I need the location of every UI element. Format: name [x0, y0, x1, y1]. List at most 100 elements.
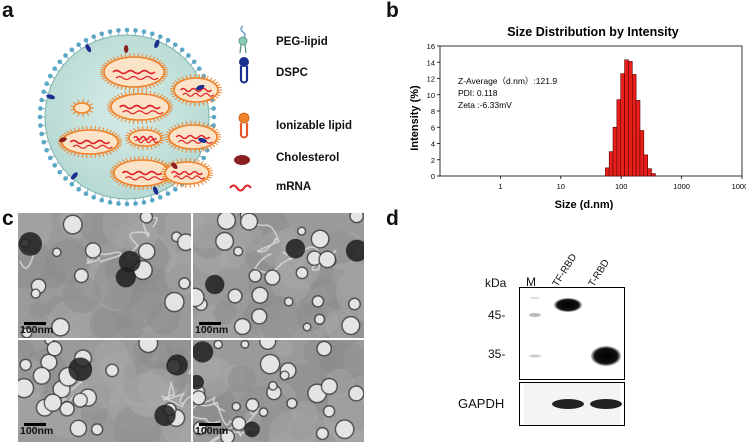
nanoparticle — [72, 392, 88, 408]
size-bar — [617, 100, 621, 176]
shell-lipid-head — [133, 201, 138, 206]
nanoparticle — [264, 269, 280, 285]
shell-lipid-head — [38, 106, 43, 111]
x-tick-label: 10 — [557, 182, 565, 191]
nanoparticle — [240, 212, 258, 230]
nanoparticle — [46, 341, 62, 357]
shell-lipid-head — [180, 47, 185, 52]
nanoparticle — [164, 292, 185, 313]
shell-lipid-head — [41, 140, 46, 145]
nanoparticle — [312, 295, 325, 308]
chart-annotation: Zeta :-6.33mV — [458, 100, 512, 110]
size-bar — [632, 74, 636, 176]
shell-lipid-head — [201, 156, 206, 161]
shell-lipid-head — [52, 163, 57, 168]
mrna-lipid-complex — [100, 53, 168, 91]
nanoparticle — [251, 287, 268, 304]
nanoparticle — [63, 214, 83, 234]
nanoparticle — [251, 308, 268, 325]
shell-lipid-head — [48, 74, 53, 79]
shell-lipid-head — [173, 42, 178, 47]
size-bar — [621, 74, 625, 176]
marker-band-low — [530, 297, 540, 299]
nanoparticle — [70, 419, 88, 437]
shell-lipid-head — [197, 66, 202, 71]
chart-ticks: 0246810121416110100100010000 — [427, 42, 746, 191]
nanoparticle — [318, 250, 336, 268]
panel-letter-d: d — [386, 208, 399, 229]
mrna-lipid-complex — [161, 158, 213, 188]
shell-lipid-head — [116, 201, 121, 206]
shell-lipid-head — [63, 176, 68, 181]
nanoparticle — [213, 340, 223, 350]
y-tick-label: 0 — [431, 172, 435, 181]
plot-frame — [440, 46, 742, 176]
chart-axes — [440, 46, 742, 176]
shell-lipid-head — [38, 123, 43, 128]
nanoparticle — [316, 427, 329, 440]
shell-lipid-head — [84, 191, 89, 196]
nanoparticle — [52, 247, 62, 257]
shell-lipid-head — [142, 200, 147, 205]
y-tick-label: 2 — [431, 156, 435, 165]
shell-lipid-head — [39, 98, 44, 103]
nanoparticle — [302, 322, 311, 331]
marker-label-35: 35- — [488, 347, 505, 361]
nanoparticle — [348, 385, 364, 401]
shell-lipid-head — [57, 170, 62, 175]
shell-lipid-head — [108, 200, 113, 205]
scale-label-3: 100nm — [20, 425, 53, 437]
nanoparticle — [286, 398, 297, 409]
nanoparticle — [311, 230, 330, 249]
x-tick-label: 10000 — [732, 182, 746, 191]
y-tick-label: 6 — [431, 123, 435, 132]
chart-bars — [605, 60, 655, 176]
chart-title: Size Distribution by Intensity — [507, 25, 679, 39]
shell-lipid-head — [76, 42, 81, 47]
lane-label-t-rbd: T-RBD — [587, 258, 612, 289]
y-tick-label: 14 — [427, 58, 435, 67]
shell-lipid-head — [166, 38, 171, 43]
shell-lipid-head — [192, 60, 197, 65]
y-tick-label: 8 — [431, 107, 435, 116]
blot-main — [519, 287, 625, 380]
shell-lipid-head — [44, 81, 49, 86]
x-tick-label: 1000 — [673, 182, 690, 191]
panel-letter-a: a — [2, 0, 14, 21]
gapdh-band-t-rbd — [590, 399, 622, 409]
nanoparticle — [245, 398, 259, 412]
scale-label-4: 100nm — [195, 425, 228, 437]
size-bar — [628, 61, 632, 176]
nanoparticle — [30, 288, 40, 298]
legend-label-ionizable-lipid: Ionizable lipid — [276, 120, 352, 132]
legend-label-cholesterol: Cholesterol — [276, 152, 339, 164]
shell-lipid-head — [125, 28, 130, 33]
nanoparticle — [234, 318, 251, 335]
nanoparticle — [233, 246, 243, 256]
panel-letter-c: c — [2, 208, 14, 229]
nanoparticle — [33, 367, 51, 385]
y-tick-label: 4 — [431, 140, 435, 149]
ionizable-lipid-icon — [234, 112, 254, 142]
nanoparticle — [341, 316, 360, 335]
nanoparticle — [138, 243, 156, 261]
dspc-icon — [234, 56, 254, 84]
size-bar — [648, 169, 652, 176]
nanoparticle — [19, 358, 32, 371]
size-bar — [636, 100, 640, 176]
nanoparticle — [316, 341, 332, 357]
tem-image-1 — [17, 212, 192, 339]
loading-control-label: GAPDH — [458, 396, 504, 411]
nanoparticle — [248, 269, 262, 283]
legend-label-peg-lipid: PEG-lipid — [276, 36, 328, 48]
shell-lipid-head — [39, 132, 44, 137]
nanoparticle — [260, 354, 281, 375]
legend-label-mrna: mRNA — [276, 181, 311, 193]
shell-lipid-head — [91, 34, 96, 39]
nanoparticle — [321, 378, 338, 395]
shell-lipid-head — [142, 29, 147, 34]
size-bar — [644, 155, 648, 176]
shell-lipid-head — [70, 47, 75, 52]
size-distribution-chart: Size Distribution by Intensity 024681012… — [396, 18, 746, 210]
